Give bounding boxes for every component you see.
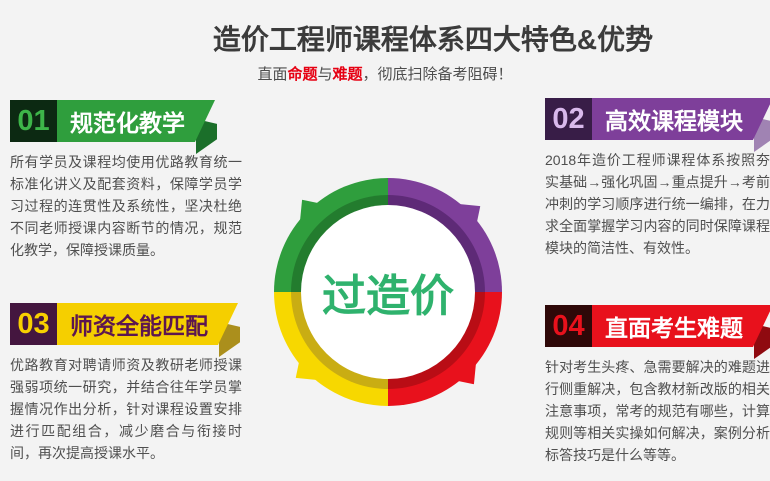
feature-header: 02 高效课程模块	[545, 98, 770, 140]
subtitle-text: 与	[317, 66, 333, 83]
feature-title-ribbon: 规范化教学	[57, 100, 195, 142]
feature-title: 直面考生难题	[605, 315, 743, 341]
feature-description: 所有学员及课程均使用优路教育统一标准化讲义及配套资料，保障学员学习过程的连贯性及…	[10, 154, 242, 258]
ring-center-label: 过造价	[322, 272, 454, 321]
center-ring-diagram: 过造价	[274, 178, 502, 406]
page-subtitle: 直面命题与难题，彻底扫除备考阻碍！	[0, 63, 770, 84]
page-title: 造价工程师课程体系四大特色&优势	[212, 24, 654, 55]
feature-description: 优路教育对聘请师资及教研老师授课强弱项统一研究，并结合往年学员掌握情况作出分析，…	[10, 357, 242, 461]
feature-header: 01 规范化教学	[10, 100, 242, 142]
feature-header: 03 师资全能匹配	[10, 303, 242, 345]
feature-number-badge: 01	[10, 100, 57, 142]
feature-title: 师资全能匹配	[70, 313, 208, 339]
feature-title-ribbon: 师资全能匹配	[57, 303, 218, 345]
feature-number-badge: 02	[545, 98, 592, 140]
feature-block-02: 02 高效课程模块 2018年造价工程师课程体系按照夯实基础→强化巩固→重点提升…	[545, 98, 770, 259]
feature-number-badge: 04	[545, 305, 592, 347]
feature-title-ribbon: 高效课程模块	[592, 98, 753, 140]
subtitle-text: 直面	[257, 66, 288, 83]
feature-header: 04 直面考生难题	[545, 305, 770, 347]
feature-description: 针对考生头疼、急需要解决的难题进行侧重解决，包含教材新改版的相关注意事项，常考的…	[545, 359, 770, 463]
feature-title-ribbon: 直面考生难题	[592, 305, 753, 347]
feature-block-04: 04 直面考生难题 针对考生头疼、急需要解决的难题进行侧重解决，包含教材新改版的…	[545, 305, 770, 466]
subtitle-highlight: 难题	[332, 66, 363, 83]
feature-description: 2018年造价工程师课程体系按照夯实基础→强化巩固→重点提升→考前冲刺的学习顺序…	[545, 152, 770, 256]
feature-title: 规范化教学	[70, 110, 185, 136]
subtitle-highlight: 命题	[287, 66, 318, 83]
feature-title: 高效课程模块	[605, 108, 743, 134]
ring-center-circle: 过造价	[301, 205, 475, 379]
feature-block-03: 03 师资全能匹配 优路教育对聘请师资及教研老师授课强弱项统一研究，并结合往年学…	[10, 303, 242, 464]
feature-number-badge: 03	[10, 303, 57, 345]
subtitle-text: ，彻底扫除备考阻碍！	[362, 66, 513, 83]
feature-block-01: 01 规范化教学 所有学员及课程均使用优路教育统一标准化讲义及配套资料，保障学员…	[10, 100, 242, 261]
